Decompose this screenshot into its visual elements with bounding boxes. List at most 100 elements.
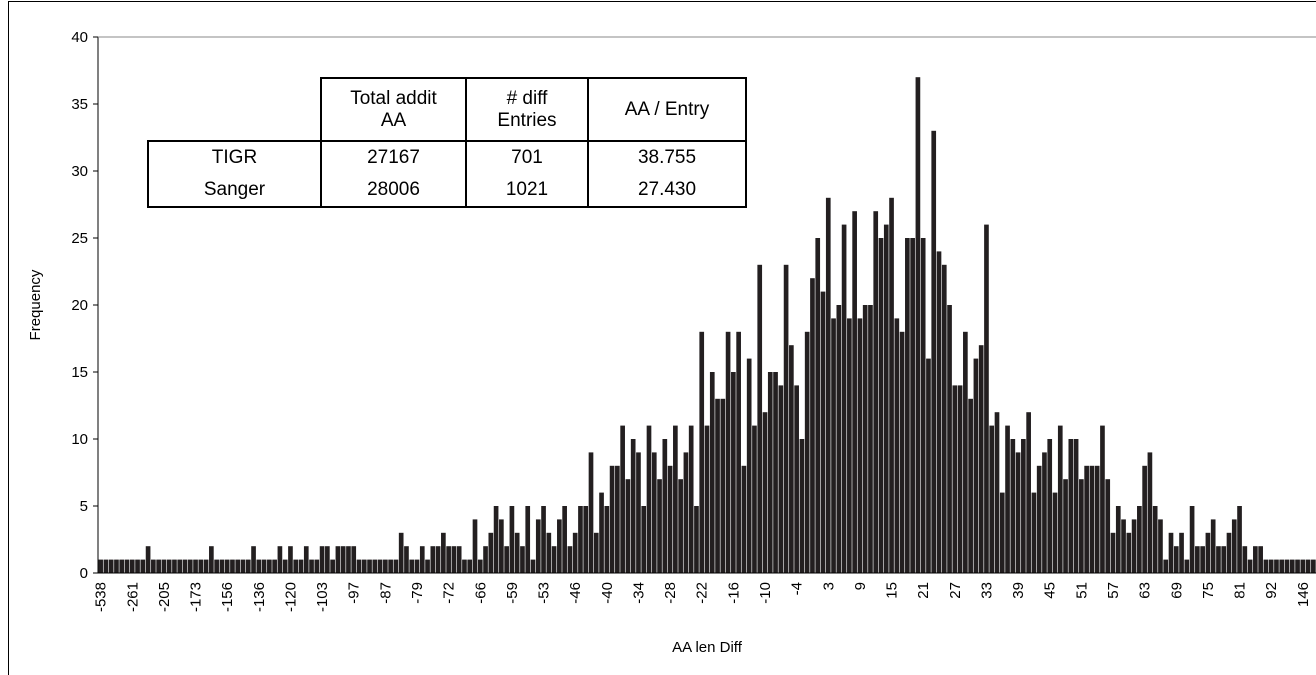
bar — [783, 264, 789, 573]
bar — [193, 559, 198, 573]
bar — [240, 559, 246, 573]
summary-table: Total addit AA # diff Entries AA / Entry T… — [147, 77, 747, 208]
bar — [419, 546, 425, 573]
bar — [963, 331, 968, 573]
bar — [256, 559, 262, 573]
bar — [319, 546, 325, 573]
x-tick-label: -205 — [156, 582, 173, 612]
bar — [910, 238, 915, 573]
bar — [699, 331, 705, 573]
bar — [973, 358, 979, 573]
x-tick-label: -538 — [93, 582, 110, 612]
bar — [314, 559, 320, 573]
bar — [330, 559, 335, 573]
cell: 1021 — [465, 174, 589, 208]
bar — [567, 546, 573, 573]
bar — [1179, 532, 1184, 573]
bar — [752, 425, 757, 573]
bar — [451, 546, 457, 573]
bar — [1137, 506, 1142, 573]
x-tick-label: -4 — [789, 582, 806, 595]
header-line: AA — [380, 109, 407, 131]
bar — [1221, 546, 1227, 573]
bar — [1226, 532, 1232, 573]
bar — [372, 559, 378, 573]
bar — [1242, 546, 1248, 573]
bar — [736, 331, 741, 573]
cell: 28006 — [320, 174, 467, 208]
y-tick-label: 25 — [71, 230, 88, 247]
bar — [936, 251, 942, 573]
bar — [367, 559, 372, 573]
bar — [361, 559, 367, 573]
x-tick-label: 15 — [884, 582, 901, 599]
bar — [757, 264, 763, 573]
bar — [709, 372, 715, 573]
bar — [557, 519, 562, 573]
bar — [1121, 519, 1126, 573]
bar — [198, 559, 204, 573]
x-tick-label: -136 — [251, 582, 268, 612]
x-tick-label: -79 — [409, 582, 426, 604]
x-tick-label: 63 — [1137, 582, 1154, 599]
x-tick-label: -22 — [694, 582, 711, 604]
header-cell: # diff Entries — [465, 77, 589, 142]
bar — [209, 546, 214, 573]
y-tick-label: 30 — [71, 163, 88, 180]
x-tick-label: -103 — [314, 582, 331, 612]
bar — [646, 425, 652, 573]
x-tick-label: 21 — [915, 582, 932, 599]
bar — [309, 559, 314, 573]
bar — [187, 559, 193, 573]
bar — [551, 546, 557, 573]
bar — [1284, 559, 1290, 573]
bar — [267, 559, 272, 573]
bar — [920, 238, 926, 573]
bar — [825, 197, 831, 574]
bar — [999, 492, 1005, 573]
x-tick-label: -261 — [124, 582, 141, 612]
bar — [667, 465, 673, 573]
bar — [383, 559, 388, 573]
bar — [514, 532, 520, 573]
bar — [108, 559, 114, 573]
bar — [245, 559, 251, 573]
bar — [219, 559, 225, 573]
cell: 27.430 — [587, 174, 747, 208]
bar — [124, 559, 130, 573]
bar — [673, 425, 678, 573]
y-tick-label: 35 — [71, 96, 88, 113]
y-axis-title: Frequency — [27, 269, 44, 340]
bar — [156, 559, 161, 573]
bar — [1094, 465, 1100, 573]
x-tick-label: -16 — [725, 582, 742, 604]
bar — [546, 532, 552, 573]
bar — [994, 412, 1000, 573]
bar — [836, 305, 842, 573]
bar — [462, 559, 467, 573]
bar — [98, 559, 103, 573]
bar — [720, 398, 726, 573]
bar — [746, 358, 752, 573]
bar — [303, 546, 309, 573]
bar — [1131, 519, 1137, 573]
bar — [404, 546, 409, 573]
bar — [630, 439, 636, 573]
x-tick-label: -59 — [504, 582, 521, 604]
bar — [1015, 452, 1021, 573]
bar — [1305, 559, 1311, 573]
x-tick-label: 3 — [820, 582, 837, 590]
bar — [151, 559, 156, 573]
bar — [1173, 546, 1179, 573]
bar — [520, 546, 525, 573]
bar — [1089, 465, 1095, 573]
bar — [804, 331, 810, 573]
x-tick-label: -66 — [472, 582, 489, 604]
bar — [815, 238, 821, 573]
bar — [272, 559, 277, 573]
bar — [393, 559, 399, 573]
x-tick-label: -53 — [536, 582, 553, 604]
bar — [662, 439, 668, 573]
bar — [873, 211, 879, 573]
